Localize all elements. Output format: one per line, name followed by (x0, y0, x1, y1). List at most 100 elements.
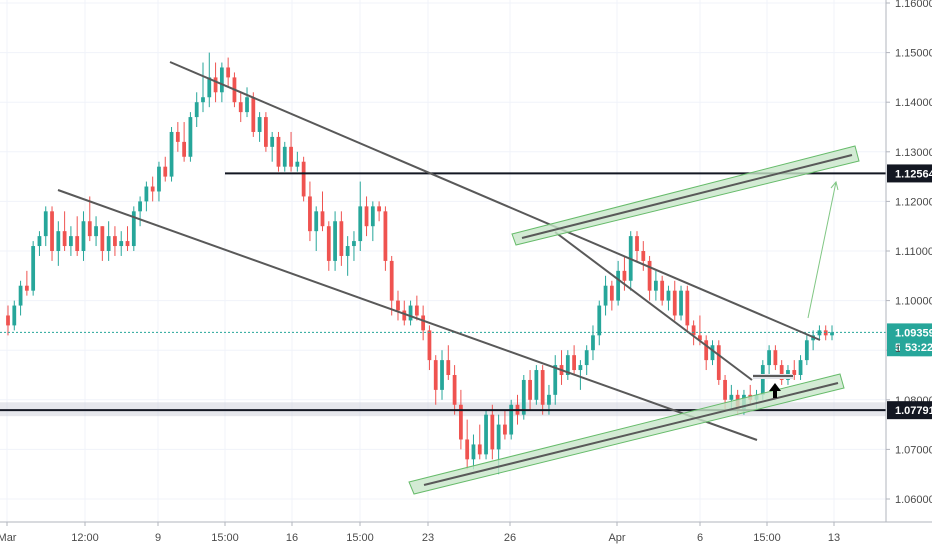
candle-body (685, 290, 690, 326)
candle-body (364, 206, 369, 227)
candle (276, 131, 281, 172)
candle-body (458, 404, 463, 440)
trendline-descending-lower[interactable] (57, 189, 758, 441)
candle-body (119, 241, 124, 247)
candle (295, 151, 300, 172)
candle (433, 355, 438, 405)
candle (389, 255, 394, 316)
candle (251, 92, 256, 137)
candle (553, 355, 558, 405)
candle-body (326, 226, 331, 261)
candle-body (635, 236, 639, 251)
candle-body (282, 146, 287, 167)
candle (559, 350, 564, 385)
candle-body (138, 201, 142, 212)
candle-body (345, 246, 350, 256)
candle-body (503, 424, 507, 435)
candle (484, 409, 488, 460)
price-label-last-price[interactable]: 1.09359 (887, 323, 932, 342)
candle (238, 92, 243, 123)
candle-body (679, 290, 683, 316)
candle (408, 300, 413, 326)
channel-box-lower[interactable] (408, 373, 845, 495)
trendline-steep[interactable] (554, 231, 753, 381)
candle-body (603, 285, 608, 306)
candle-body (320, 211, 325, 227)
candle (364, 196, 369, 237)
candle-body (289, 146, 293, 167)
candle-body (716, 345, 721, 380)
price-tick-label: 1.12000 (895, 196, 932, 208)
candle-body (647, 260, 652, 291)
candle-body (760, 365, 765, 395)
candle-body (12, 305, 17, 326)
candle (56, 221, 61, 266)
candle-body (653, 280, 658, 291)
candle-body (157, 166, 161, 192)
candle-body (540, 370, 545, 405)
candle (603, 275, 608, 316)
candle (194, 92, 199, 127)
candle (792, 360, 797, 380)
candle-body (270, 136, 275, 147)
drawings-layer[interactable] (0, 61, 886, 495)
candle-body (597, 305, 602, 336)
candle (201, 62, 205, 113)
candle (452, 365, 457, 415)
trendline-descending-upper[interactable] (169, 61, 821, 341)
candle (157, 161, 161, 202)
candle-body (616, 270, 621, 301)
candle-body (666, 290, 671, 301)
candle-body (370, 206, 375, 227)
candle (396, 290, 400, 321)
candle-body (484, 414, 488, 455)
channel-line-upper[interactable] (521, 154, 853, 239)
candle-body (18, 285, 23, 306)
candle (471, 434, 476, 470)
candle (50, 206, 54, 261)
candle-body (113, 236, 117, 247)
candle-body (194, 102, 199, 118)
candle-body (672, 290, 677, 316)
candle-body (817, 330, 822, 336)
candle (345, 236, 350, 276)
price-label-text: 1.12564 (895, 168, 932, 180)
candle (226, 57, 231, 88)
candle-body (43, 211, 48, 237)
price-axis-bg (886, 0, 932, 550)
candle (666, 285, 671, 311)
candle-body (521, 379, 526, 415)
price-tick-label-partial: 1 (895, 343, 901, 355)
candle-body (163, 166, 168, 177)
time-axis[interactable]: Mar 12:00 9 15:00 16 15:00 23 26 Apr 6 15:00 13 (0, 521, 932, 544)
time-tick-label: 13 (828, 532, 840, 544)
candle-body (578, 365, 583, 371)
candle (584, 345, 589, 375)
time-tick-label: 16 (286, 532, 298, 544)
price-axis[interactable]: 1.16000 1.15000 1.14000 1.13000 1.12000 1.110… (885, 0, 932, 550)
candle (163, 156, 168, 182)
channel-line-lower[interactable] (423, 382, 839, 486)
candle-body (490, 414, 495, 450)
candle-body (660, 280, 665, 301)
candle (301, 156, 306, 202)
candle-body (56, 231, 61, 251)
price-label-bg (887, 401, 932, 420)
candle-body (213, 77, 218, 93)
candle-body (408, 305, 413, 321)
candle-body (396, 300, 400, 311)
price-label-level-upper[interactable]: 1.12564 (887, 164, 932, 183)
candle (679, 285, 683, 321)
projection-line[interactable] (807, 181, 837, 319)
candle (24, 270, 29, 296)
candle (144, 181, 149, 212)
price-label-level-lower[interactable]: 1.07791 (887, 401, 932, 420)
price-tick-label: 1.14000 (895, 97, 932, 109)
candle-body (591, 335, 595, 351)
candle-body (496, 424, 501, 450)
candle (87, 196, 92, 242)
candle (31, 241, 36, 296)
channel-box-upper[interactable] (511, 145, 860, 246)
